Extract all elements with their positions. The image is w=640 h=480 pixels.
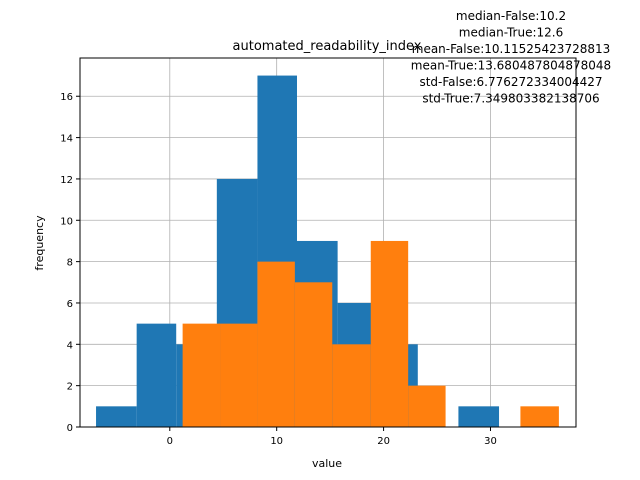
stat-line: mean-True:13.680487804878048 [411, 59, 611, 73]
y-tick-label: 4 [67, 340, 73, 351]
histogram-bar [520, 406, 559, 427]
y-tick-label: 0 [67, 423, 73, 434]
y-tick-label: 12 [60, 175, 73, 186]
y-tick-label: 2 [67, 382, 73, 393]
histogram-bar [182, 323, 221, 427]
histogram-bar [136, 323, 177, 427]
x-tick-label: 0 [167, 436, 173, 447]
y-tick-label: 16 [60, 92, 73, 103]
histogram-bar [458, 406, 500, 427]
chart-title: automated_readability_index [233, 39, 422, 54]
histogram-bar [220, 323, 258, 427]
y-tick-label: 8 [67, 258, 73, 269]
series-true-bars [182, 240, 559, 427]
y-tick-label: 14 [60, 134, 73, 145]
stats-annotation: median-False:10.2 median-True:12.6 mean-Fa… [411, 9, 611, 106]
histogram-bar [408, 385, 446, 427]
stat-line: std-True:7.349803382138706 [422, 92, 599, 106]
histogram-bar [370, 240, 409, 427]
x-axis-label: value [312, 457, 342, 470]
histogram-bar [332, 344, 371, 427]
y-tick-label: 10 [60, 216, 73, 227]
stat-line: mean-False:10.11525423728813 [412, 42, 611, 56]
stat-line: median-True:12.6 [459, 26, 563, 40]
y-axis-label: frequency [33, 215, 46, 271]
y-axis-ticks: 0 2 4 6 8 10 12 14 16 [60, 92, 80, 434]
x-tick-label: 30 [484, 436, 497, 447]
stat-line: median-False:10.2 [456, 9, 566, 23]
x-axis-ticks: 0 10 20 30 [167, 427, 497, 447]
x-tick-label: 20 [377, 436, 390, 447]
histogram-bar [294, 282, 333, 427]
histogram-bar [257, 261, 295, 427]
y-tick-label: 6 [67, 299, 73, 310]
stat-line: std-False:6.776272334004427 [419, 75, 602, 89]
axes-frame [79, 57, 577, 428]
axes-border [79, 57, 577, 428]
histogram-bar [96, 406, 137, 427]
x-tick-label: 10 [270, 436, 283, 447]
